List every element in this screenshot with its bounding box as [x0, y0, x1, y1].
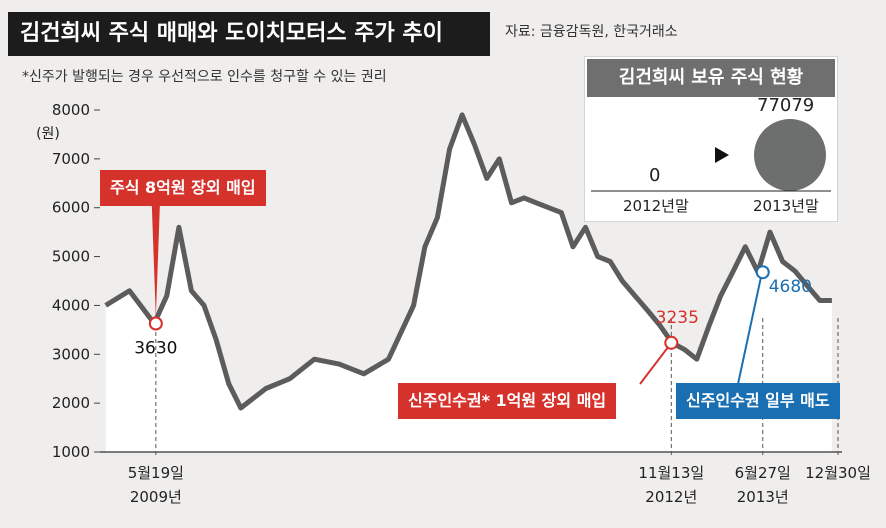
price-line	[104, 112, 832, 411]
arrow-right-icon	[715, 147, 729, 163]
x-tick-label: 12월30일	[805, 464, 871, 482]
callout-pointer	[151, 206, 160, 318]
footnote: *신주가 발행되는 경우 우선적으로 인수를 청구할 수 있는 권리	[22, 69, 387, 85]
x-tick-year: 2013년	[737, 488, 789, 506]
y-tick-label: 8000	[52, 101, 90, 119]
y-tick-label: 3000	[52, 345, 90, 363]
event-value-label: 3630	[134, 339, 177, 359]
inset-graphics	[591, 119, 831, 192]
event-marker	[664, 335, 679, 350]
y-tick-label: 1000	[52, 443, 90, 461]
source-note: 자료: 금융감독원, 한국거래소	[505, 24, 678, 40]
y-tick-label: 2000	[52, 394, 90, 412]
callout-pointer	[737, 277, 762, 385]
callout-warrant-sale: 신주인수권 일부 매도	[676, 383, 840, 419]
x-tick-label: 11월13일	[638, 464, 704, 482]
holdings-bubble	[754, 119, 826, 191]
inset-title: 김건희씨 보유 주식 현황	[587, 59, 835, 97]
x-tick-year: 2012년	[645, 488, 697, 506]
x-tick-label: 6월27일	[735, 464, 791, 482]
event-marker	[755, 265, 770, 280]
y-tick-label: 7000	[52, 150, 90, 168]
y-tick-label: 5000	[52, 248, 90, 266]
y-tick-label: 4000	[52, 296, 90, 314]
y-tick-label: 6000	[52, 199, 90, 217]
inset-label-2013: 2013년말	[753, 197, 819, 215]
price-area	[105, 114, 832, 453]
x-tick-label: 5월19일	[128, 464, 184, 482]
callout-stock-purchase: 주식 8억원 장외 매입	[100, 170, 266, 206]
event-value-label: 4680	[769, 277, 812, 297]
callout-pointer	[639, 346, 670, 385]
event-value-label: 3235	[656, 308, 699, 328]
inset-value-2013: 77079	[757, 95, 815, 116]
holdings-inset: 김건희씨 보유 주식 현황 0 77079 2012년말 2013년말	[584, 56, 838, 222]
chart-title: 김건희씨 주식 매매와 도이치모터스 주가 추이	[8, 12, 490, 56]
callout-warrant-purchase: 신주인수권* 1억원 장외 매입	[398, 383, 617, 419]
inset-label-2012: 2012년말	[623, 197, 689, 215]
x-tick-year: 2009년	[130, 488, 182, 506]
inset-value-2012: 0	[649, 165, 661, 186]
event-marker	[148, 316, 163, 331]
y-axis-unit: (원)	[36, 126, 60, 142]
